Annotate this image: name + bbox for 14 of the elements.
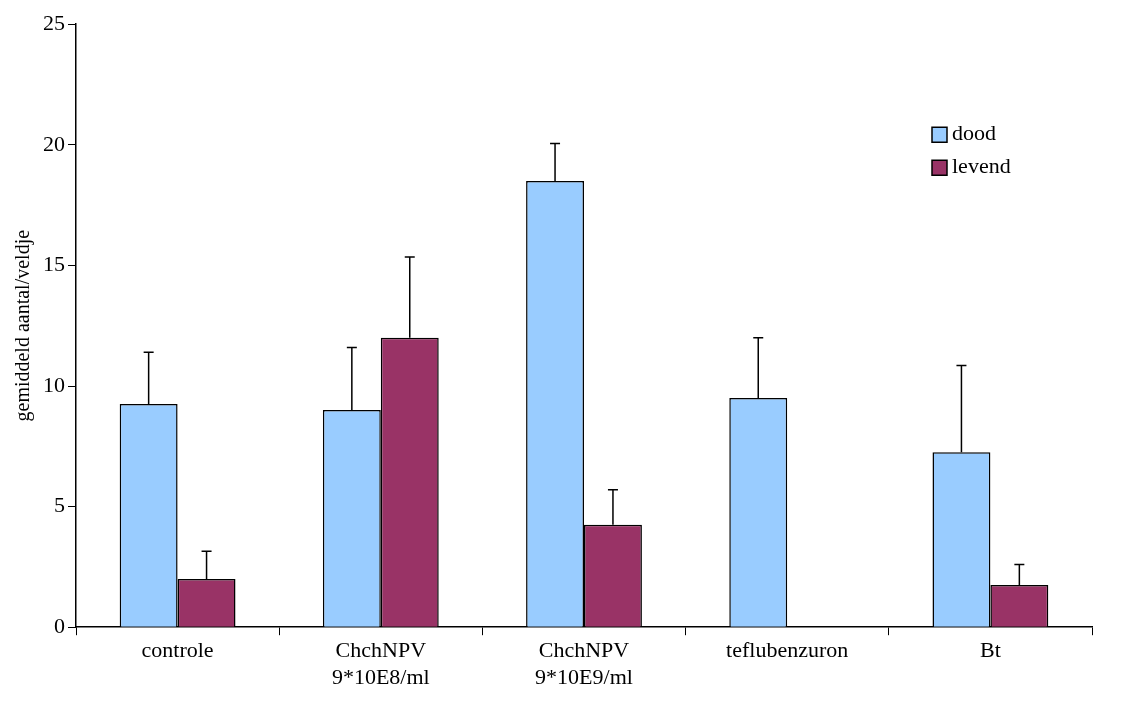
x-tick-label: ChchNPV 9*10E8/ml xyxy=(331,637,430,689)
x-tick-label: teflubenzuron xyxy=(726,637,849,663)
y-tick-label: 15 xyxy=(43,251,65,277)
y-tick-label: 25 xyxy=(43,9,65,35)
x-tick-label: Bt xyxy=(980,637,1001,663)
x-tick-label: controle xyxy=(141,637,214,663)
legend-label: levend xyxy=(952,152,1011,178)
y-axis-title: gemiddeld aantal/veldje xyxy=(11,229,35,422)
y-tick-label: 10 xyxy=(43,371,65,397)
y-tick-label: 0 xyxy=(54,612,65,638)
legend-label: dood xyxy=(952,119,996,145)
y-tick-label: 20 xyxy=(43,130,65,156)
y-tick-label: 5 xyxy=(54,492,65,518)
x-tick-label: ChchNPV 9*10E9/ml xyxy=(535,637,633,689)
